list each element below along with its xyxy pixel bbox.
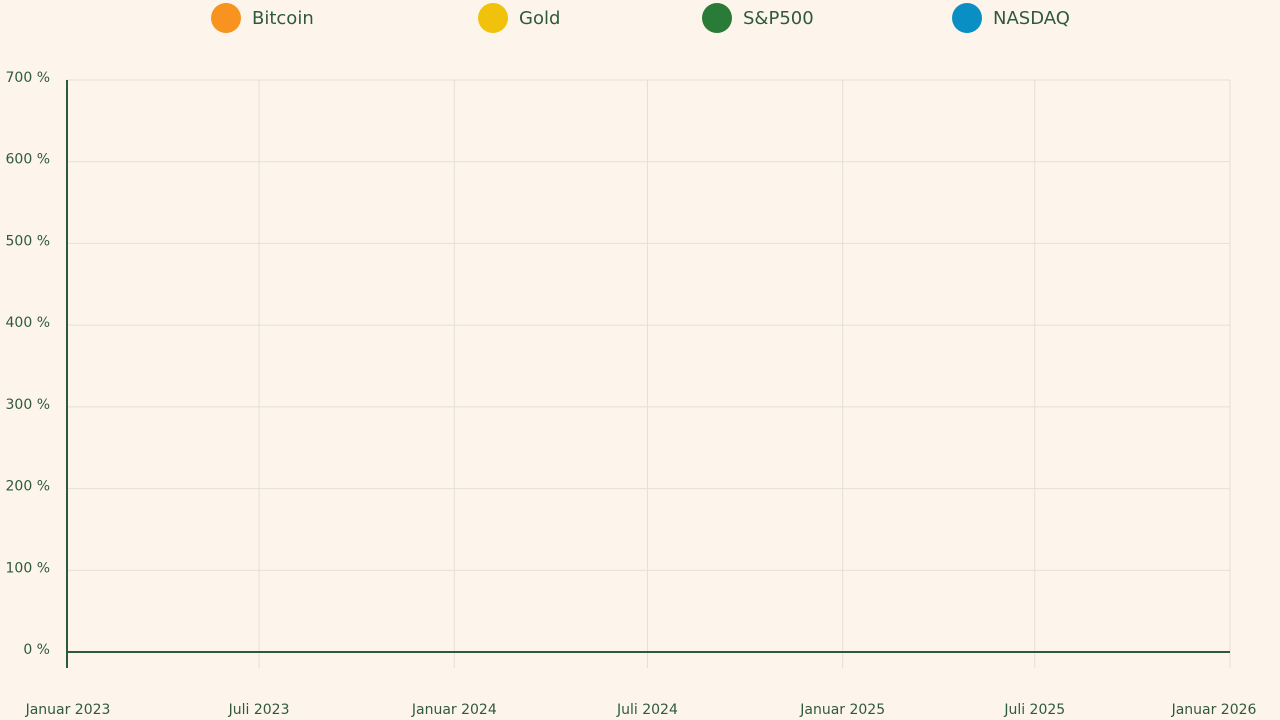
legend-item-nasdaq[interactable]: NASDAQ [952, 3, 1070, 33]
legend-item-bitcoin[interactable]: Bitcoin [211, 3, 314, 33]
legend-item-gold[interactable]: Gold [478, 3, 560, 33]
y-tick-label: 400 % [6, 315, 50, 331]
legend-marker-s-p500 [702, 3, 732, 33]
x-tick-label: Januar 2026 [1171, 702, 1257, 718]
legend: Bitcoin Gold S&P500 NASDAQ [211, 3, 1070, 33]
x-tick-label: Juli 2025 [1003, 702, 1065, 718]
y-tick-label: 200 % [6, 479, 50, 495]
x-tick-label: Januar 2023 [25, 702, 111, 718]
y-axis-ticks: 0 % 100 % 200 % 300 % 400 % 500 % 600 % 700 % [6, 70, 50, 658]
y-tick-label: 0 % [23, 642, 50, 658]
legend-label-nasdaq: NASDAQ [993, 8, 1070, 29]
legend-marker-nasdaq [952, 3, 982, 33]
y-tick-label: 300 % [6, 397, 50, 413]
x-tick-label: Januar 2024 [411, 702, 497, 718]
legend-label-bitcoin: Bitcoin [252, 8, 314, 29]
legend-label-s-p500: S&P500 [743, 8, 814, 29]
y-tick-label: 100 % [6, 560, 50, 576]
axes [66, 80, 1230, 668]
legend-item-s-p500[interactable]: S&P500 [702, 3, 814, 33]
legend-label-gold: Gold [519, 8, 560, 29]
grid [67, 79, 1231, 668]
y-tick-label: 600 % [6, 152, 50, 168]
x-tick-label: Januar 2025 [799, 702, 885, 718]
legend-marker-bitcoin [211, 3, 241, 33]
y-tick-label: 500 % [6, 233, 50, 249]
legend-marker-gold [478, 3, 508, 33]
y-tick-label: 700 % [6, 70, 50, 86]
x-tick-label: Juli 2023 [228, 702, 290, 718]
x-tick-label: Juli 2024 [616, 702, 678, 718]
x-axis-ticks: Januar 2023 Juli 2023 Januar 2024 Juli 2024… [25, 702, 1257, 718]
